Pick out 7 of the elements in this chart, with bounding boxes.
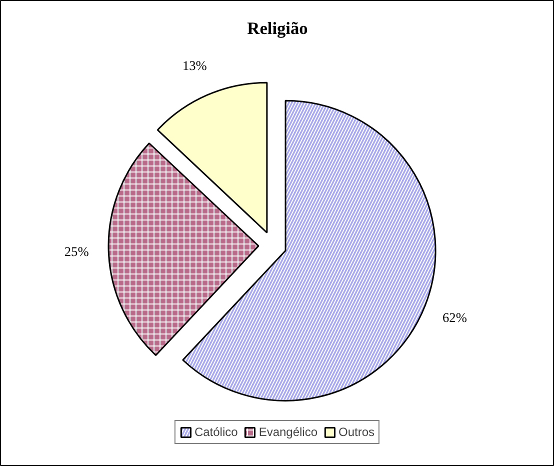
chart-title: Religião [247,19,308,38]
data-label: 13% [182,58,207,74]
legend-label: Católico [194,425,238,439]
data-label: 25% [64,244,89,260]
data-label: 62% [442,310,467,326]
legend-label: Outros [338,425,375,439]
legend-label: Evangélico [258,425,318,439]
